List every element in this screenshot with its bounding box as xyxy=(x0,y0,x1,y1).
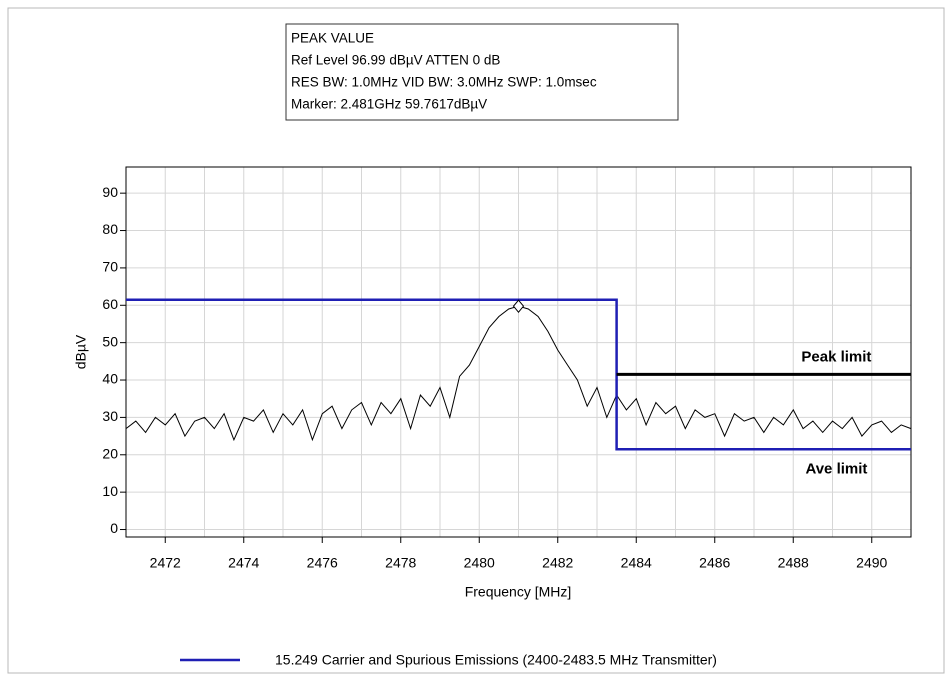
info-line: RES BW: 1.0MHz VID BW: 3.0MHz SWP: 1.0ms… xyxy=(291,75,597,90)
x-tick-label: 2482 xyxy=(542,555,573,571)
y-tick-label: 50 xyxy=(102,333,118,349)
plot-border xyxy=(125,166,912,538)
y-tick-label: 0 xyxy=(110,520,118,536)
y-tick-label: 30 xyxy=(102,408,118,424)
info-line: Ref Level 96.99 dBµV ATTEN 0 dB xyxy=(291,53,500,68)
x-tick-label: 2486 xyxy=(699,555,730,571)
x-tick-label: 2474 xyxy=(228,555,259,571)
x-tick-label: 2478 xyxy=(385,555,416,571)
x-tick-label: 2476 xyxy=(307,555,338,571)
x-tick-label: 2472 xyxy=(150,555,181,571)
y-tick-label: 80 xyxy=(102,221,118,237)
y-tick-label: 40 xyxy=(102,371,118,387)
y-tick-label: 90 xyxy=(102,184,118,200)
x-tick-label: 2480 xyxy=(464,555,495,571)
y-tick-label: 60 xyxy=(102,296,118,312)
y-tick-label: 70 xyxy=(102,259,118,275)
y-axis-label: dBµV xyxy=(73,334,89,369)
info-box xyxy=(285,23,679,121)
x-tick-label: 2488 xyxy=(778,555,809,571)
info-line: Marker: 2.481GHz 59.7617dBµV xyxy=(291,97,487,112)
y-tick-label: 20 xyxy=(102,445,118,461)
marker xyxy=(512,299,525,313)
legend-label: 15.249 Carrier and Spurious Emissions (2… xyxy=(275,652,717,668)
annotation: Ave limit xyxy=(805,461,867,478)
x-axis-label: Frequency [MHz] xyxy=(465,584,572,600)
x-tick-label: 2484 xyxy=(621,555,652,571)
x-tick-label: 2490 xyxy=(856,555,887,571)
info-line: PEAK VALUE xyxy=(291,31,374,46)
annotation: Peak limit xyxy=(801,349,871,366)
y-tick-label: 10 xyxy=(102,483,118,499)
